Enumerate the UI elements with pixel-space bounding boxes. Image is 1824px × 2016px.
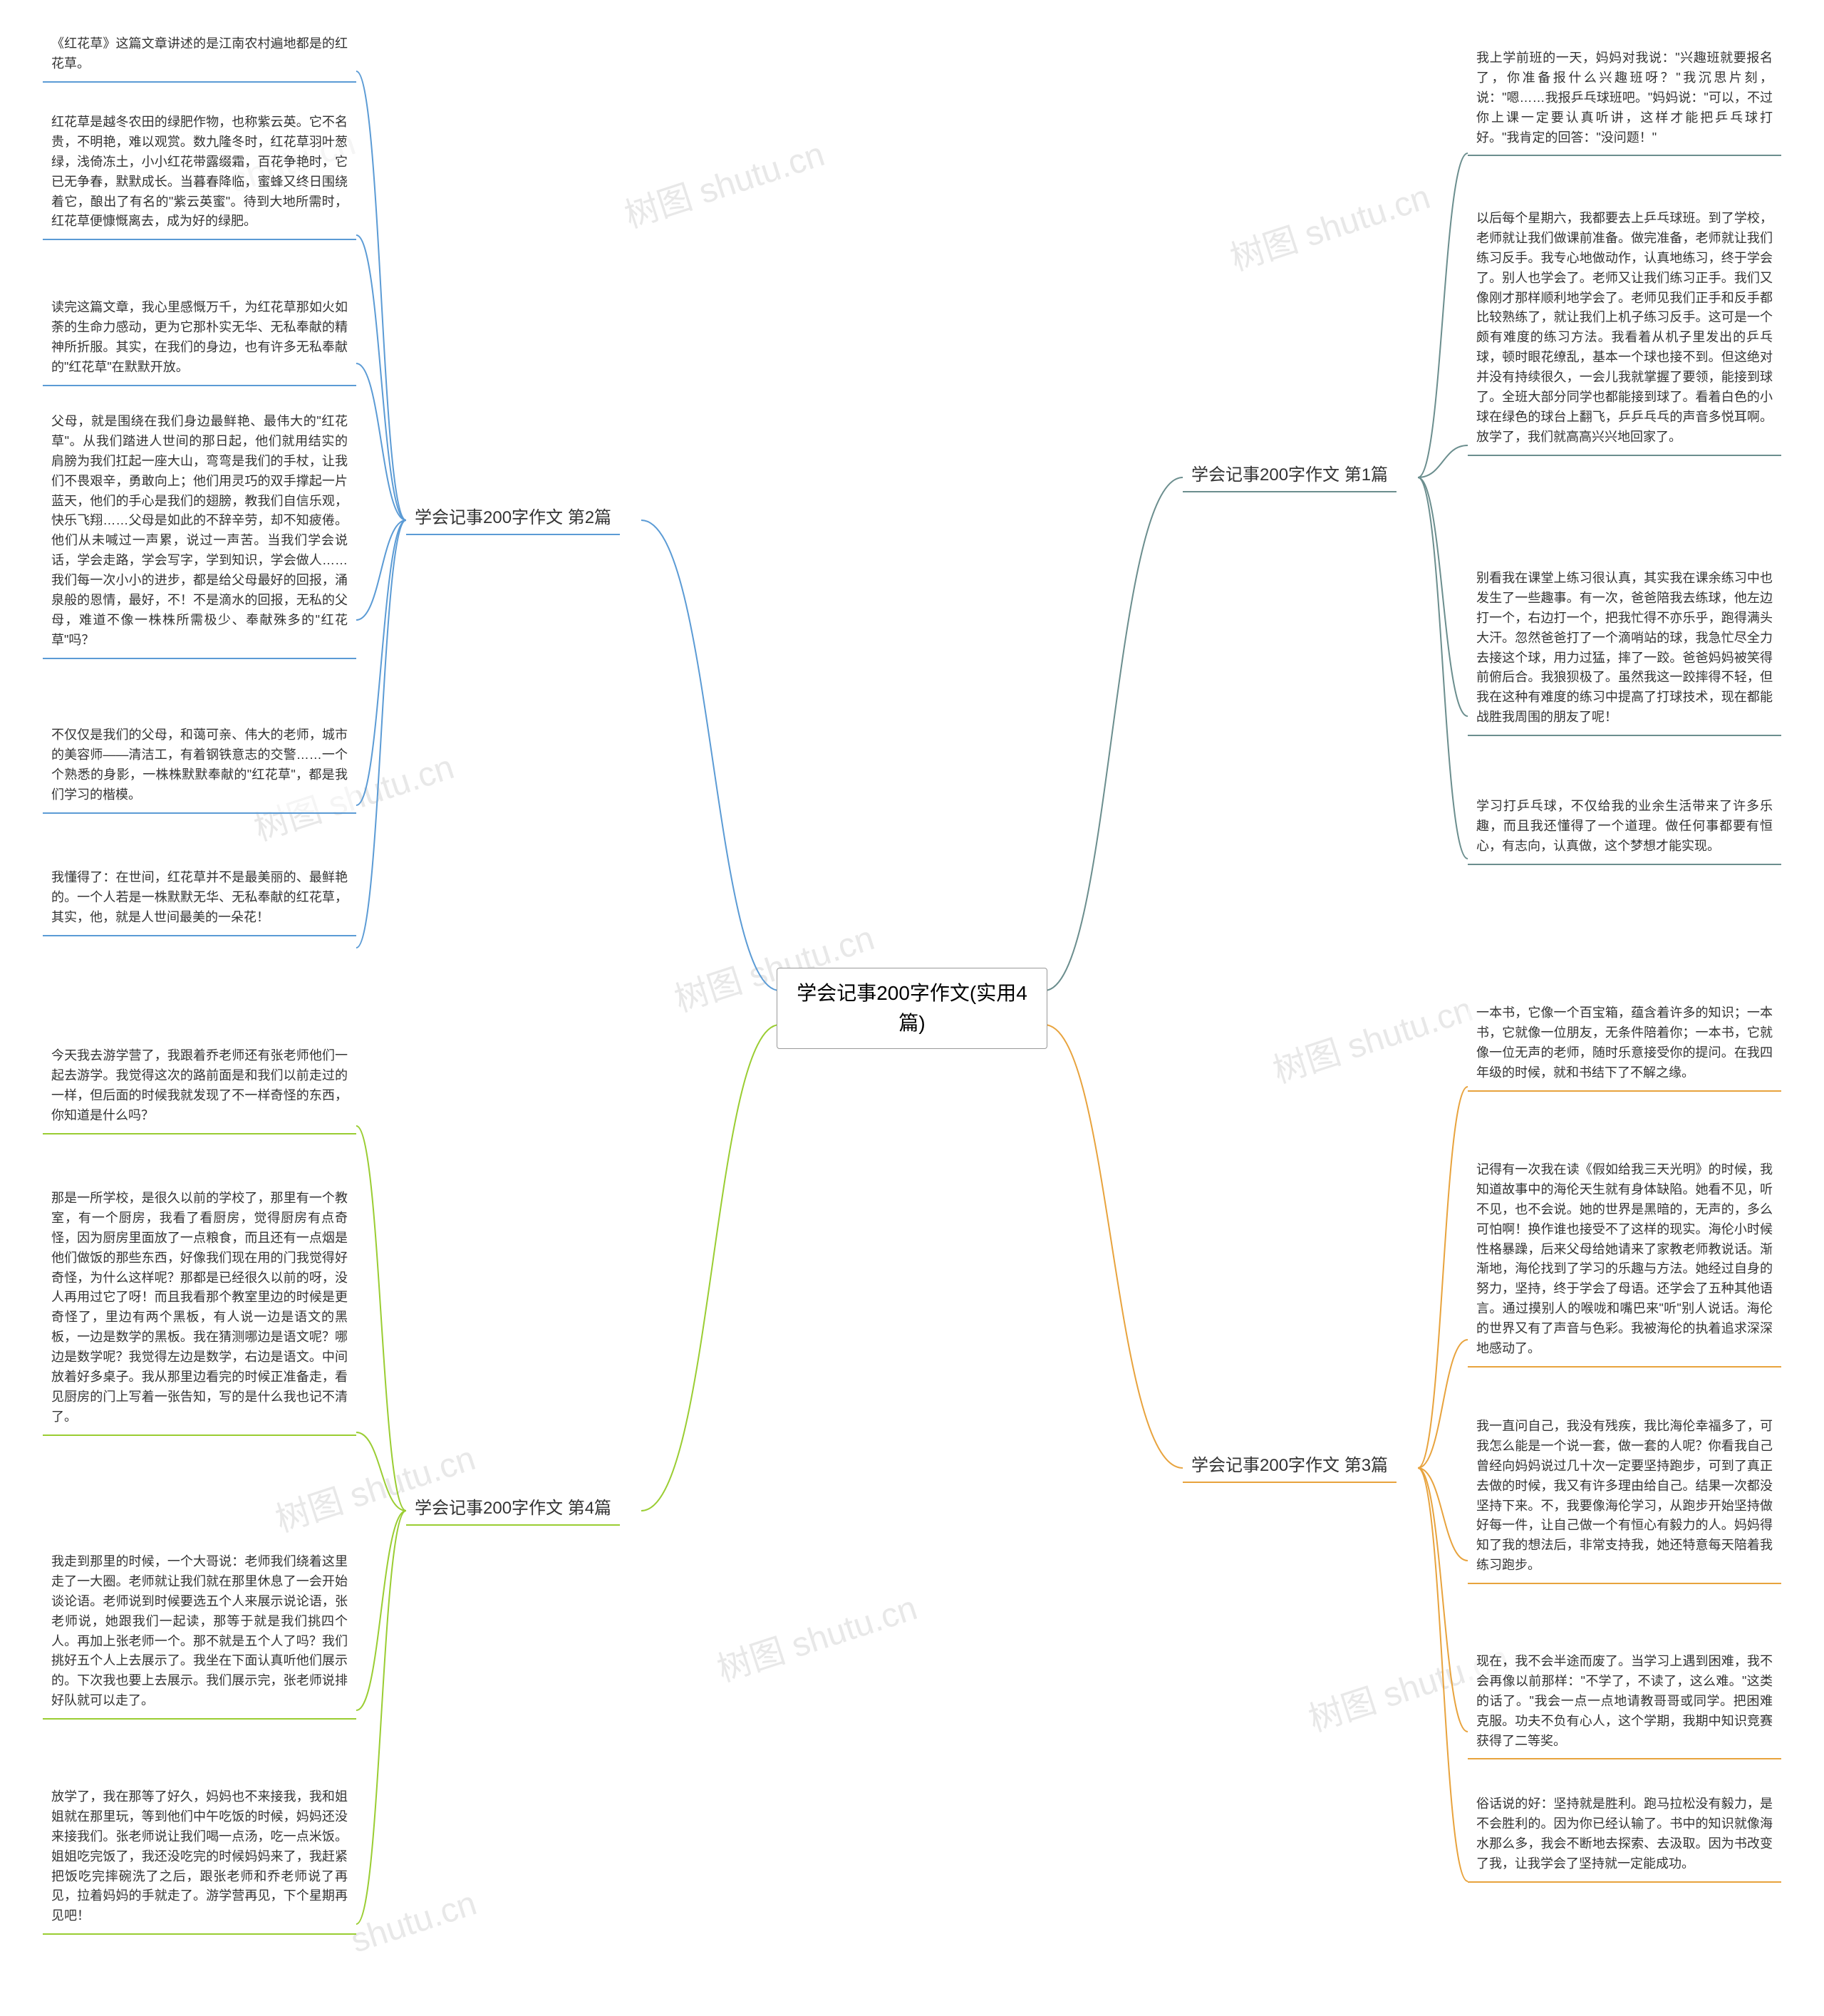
leaf-node: 我一直问自己，我没有残疾，我比海伦幸福多了，可我怎么能是一个说一套，做一套的人呢… [1468,1411,1781,1584]
leaf-node: 一本书，它像一个百宝箱，蕴含着许多的知识；一本书，它就像一位朋友，无条件陪着你；… [1468,998,1781,1092]
leaf-node: 放学了，我在那等了好久，妈妈也不来接我，我和姐姐就在那里玩，等到他们中午吃饭的时… [43,1782,356,1935]
branch-3-label: 学会记事200字作文 第3篇 [1183,1447,1396,1483]
leaf-node: 学习打乒乓球，不仅给我的业余生活带来了许多乐趣，而且我还懂得了一个道理。做任何事… [1468,791,1781,865]
leaf-node: 我上学前班的一天，妈妈对我说："兴趣班就要报名了，你准备报什么兴趣班呀？"我沉思… [1468,43,1781,156]
leaf-node: 现在，我不会半途而废了。当学习上遇到困难，我不会再像以前那样："不学了，不读了，… [1468,1646,1781,1759]
leaf-node: 记得有一次我在读《假如给我三天光明》的时候，我知道故事中的海伦天生就有身体缺陷。… [1468,1154,1781,1368]
leaf-node: 我懂得了：在世间，红花草并不是最美丽的、最鲜艳的。一个人若是一株默默无华、无私奉… [43,862,356,936]
leaf-node: 今天我去游学营了，我跟着乔老师还有张老师他们一起去游学。我觉得这次的路前面是和我… [43,1040,356,1134]
leaf-node: 红花草是越冬农田的绿肥作物，也称紫云英。它不名贵，不明艳，难以观赏。数九隆冬时，… [43,107,356,240]
branch-4-label: 学会记事200字作文 第4篇 [406,1489,620,1526]
leaf-node: 父母，就是围绕在我们身边最鲜艳、最伟大的"红花草"。从我们踏进人世间的那日起，他… [43,406,356,659]
leaf-node: 《红花草》这篇文章讲述的是江南农村遍地都是的红花草。 [43,29,356,83]
leaf-node: 不仅仅是我们的父母，和蔼可亲、伟大的老师，城市的美容师——清洁工，有着钢铁意志的… [43,720,356,814]
leaf-node: 俗话说的好：坚持就是胜利。跑马拉松没有毅力，是不会胜利的。因为你已经认输了。书中… [1468,1789,1781,1883]
leaf-node: 那是一所学校，是很久以前的学校了，那里有一个教室，有一个厨房，我看了看厨房，觉得… [43,1183,356,1436]
leaf-node: 以后每个星期六，我都要去上乒乓球班。到了学校，老师就让我们做课前准备。做完准备，… [1468,203,1781,456]
branch-1-label: 学会记事200字作文 第1篇 [1183,456,1396,492]
leaf-node: 读完这篇文章，我心里感慨万千，为红花草那如火如荼的生命力感动，更为它那朴实无华、… [43,292,356,386]
leaf-node: 别看我在课堂上练习很认真，其实我在课余练习中也发生了一些趣事。有一次，爸爸陪我去… [1468,563,1781,736]
branch-2-label: 学会记事200字作文 第2篇 [406,499,620,535]
center-node: 学会记事200字作文(实用4篇) [777,968,1047,1049]
leaf-node: 我走到那里的时候，一个大哥说：老师我们绕着这里走了一大圈。老师就让我们就在那里休… [43,1546,356,1720]
